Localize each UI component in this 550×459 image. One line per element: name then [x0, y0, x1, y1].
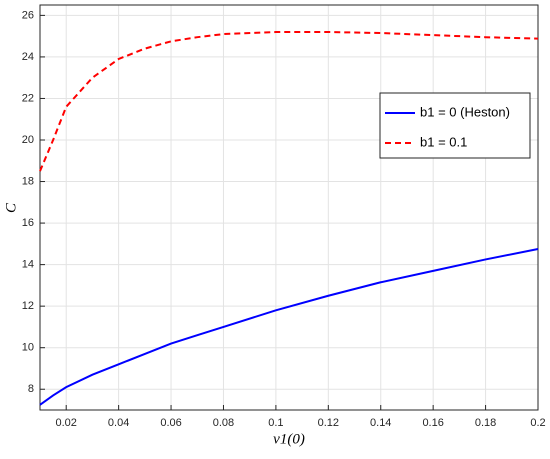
y-tick-label: 12: [22, 300, 34, 312]
y-tick-label: 14: [22, 259, 34, 271]
plot-frame: [39, 4, 539, 411]
x-tick-label: 0.02: [55, 417, 76, 429]
y-tick-label: 8: [28, 383, 34, 395]
y-tick-label: 18: [22, 175, 34, 187]
x-tick-label: 0.08: [213, 417, 234, 429]
x-tick-label: 0.16: [422, 417, 443, 429]
y-tick-label: 24: [22, 51, 34, 63]
x-tick-label: 0.12: [318, 417, 339, 429]
y-tick-label: 26: [22, 9, 34, 21]
y-tick-label: 22: [22, 92, 34, 104]
x-tick-label: 0.2: [530, 417, 545, 429]
x-tick-label: 0.06: [160, 417, 181, 429]
x-tick-label: 0.18: [475, 417, 496, 429]
y-tick-label: 10: [22, 342, 34, 354]
legend-label: b1 = 0.1: [420, 134, 467, 149]
legend-label: b1 = 0 (Heston): [420, 104, 510, 119]
line-series: [39, 31, 539, 172]
y-tick-label: 16: [22, 217, 34, 229]
line-series: [39, 248, 539, 406]
y-axis-label: C: [3, 202, 19, 213]
x-tick-label: 0.04: [108, 417, 129, 429]
legend-box: [379, 92, 531, 159]
y-tick-label: 20: [22, 134, 34, 146]
x-axis-label: v1(0): [273, 431, 305, 447]
x-tick-label: 0.14: [370, 417, 391, 429]
x-tick-label: 0.1: [268, 417, 283, 429]
